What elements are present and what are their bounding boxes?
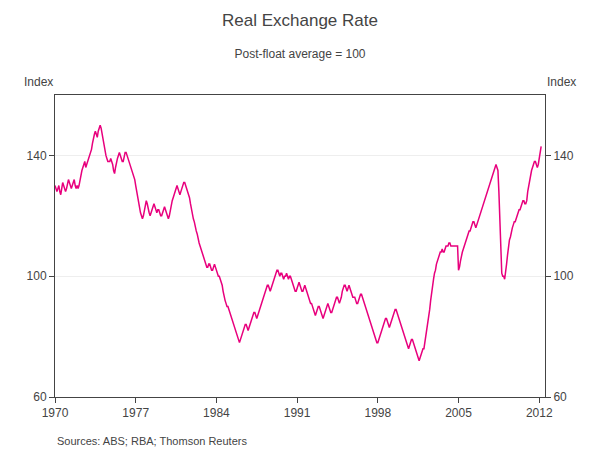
svg-text:140: 140: [553, 149, 573, 163]
svg-text:1998: 1998: [364, 406, 391, 420]
svg-text:Sources: ABS; RBA; Thomson Reu: Sources: ABS; RBA; Thomson Reuters: [57, 435, 247, 447]
svg-text:140: 140: [27, 149, 47, 163]
svg-text:1977: 1977: [122, 406, 149, 420]
svg-text:1991: 1991: [284, 406, 311, 420]
svg-text:1984: 1984: [203, 406, 230, 420]
svg-text:60: 60: [553, 390, 567, 404]
svg-text:1970: 1970: [42, 406, 69, 420]
svg-text:100: 100: [553, 269, 573, 283]
svg-text:100: 100: [27, 269, 47, 283]
svg-text:Index: Index: [547, 75, 576, 89]
svg-text:Index: Index: [24, 75, 53, 89]
svg-text:2005: 2005: [445, 406, 472, 420]
svg-text:Post-float average = 100: Post-float average = 100: [234, 47, 365, 61]
svg-text:Real Exchange Rate: Real Exchange Rate: [222, 11, 378, 30]
svg-text:60: 60: [33, 390, 47, 404]
svg-text:2012: 2012: [526, 406, 553, 420]
